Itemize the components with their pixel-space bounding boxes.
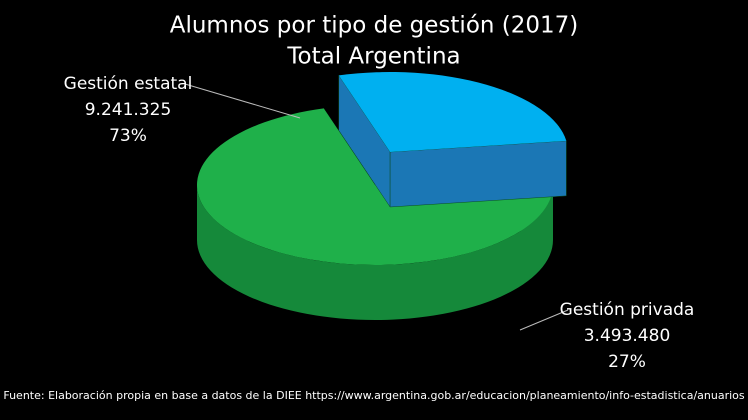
- leader-line: [519, 309, 569, 331]
- chart-title: Alumnos por tipo de gestión (2017): [170, 13, 579, 39]
- percent-label: 27%: [608, 352, 646, 372]
- leader-line: [184, 83, 301, 119]
- pie-slice: [197, 108, 554, 266]
- chart-subtitle: Total Argentina: [286, 44, 460, 70]
- slice-label: Gestión estatal: [64, 74, 193, 94]
- percent-label: 73%: [109, 126, 147, 146]
- value-label: 9.241.325: [85, 100, 172, 120]
- slice-label: Gestión privada: [560, 300, 695, 320]
- slice-side: [197, 185, 553, 320]
- slice-wall: [389, 140, 567, 208]
- value-label: 3.493.480: [584, 326, 671, 346]
- source-note: Fuente: Elaboración propia en base a dat…: [3, 389, 745, 402]
- pie-slice: [338, 71, 567, 152]
